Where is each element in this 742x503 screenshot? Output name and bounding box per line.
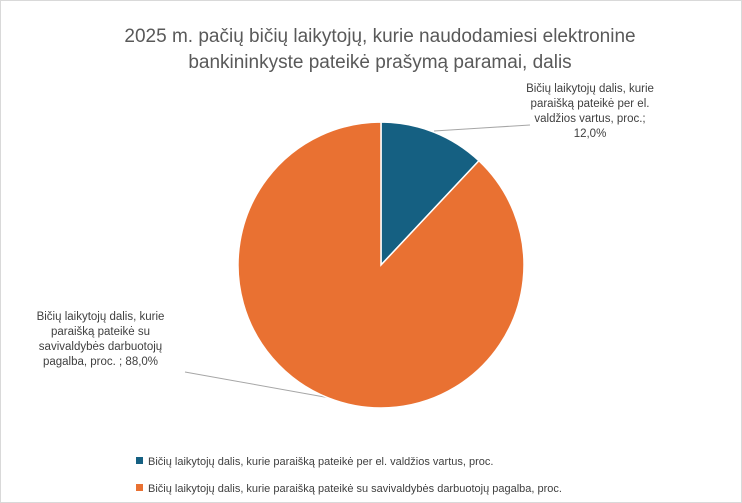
data-label: Bičių laikytojų dalis, kurie paraišką pa… xyxy=(526,83,654,140)
pie-slice xyxy=(237,121,525,409)
leader-line xyxy=(433,124,531,132)
data-label: Bičių laikytojų dalis, kurie paraišką pa… xyxy=(36,311,165,368)
legend-label: Bičių laikytojų dalis, kurie paraišką pa… xyxy=(148,483,562,495)
legend-label: Bičių laikytojų dalis, kurie paraišką pa… xyxy=(148,456,494,468)
legend-item: Bičių laikytojų dalis, kurie paraišką pa… xyxy=(136,483,562,495)
pie-slice xyxy=(380,121,480,267)
chart-title: 2025 m. pačių bičių laikytojų, kurie nau… xyxy=(124,26,636,73)
legend-swatch xyxy=(136,457,143,464)
legend-item: Bičių laikytojų dalis, kurie paraišką pa… xyxy=(136,456,493,468)
legend-swatch xyxy=(136,484,143,491)
leader-line xyxy=(184,371,331,399)
